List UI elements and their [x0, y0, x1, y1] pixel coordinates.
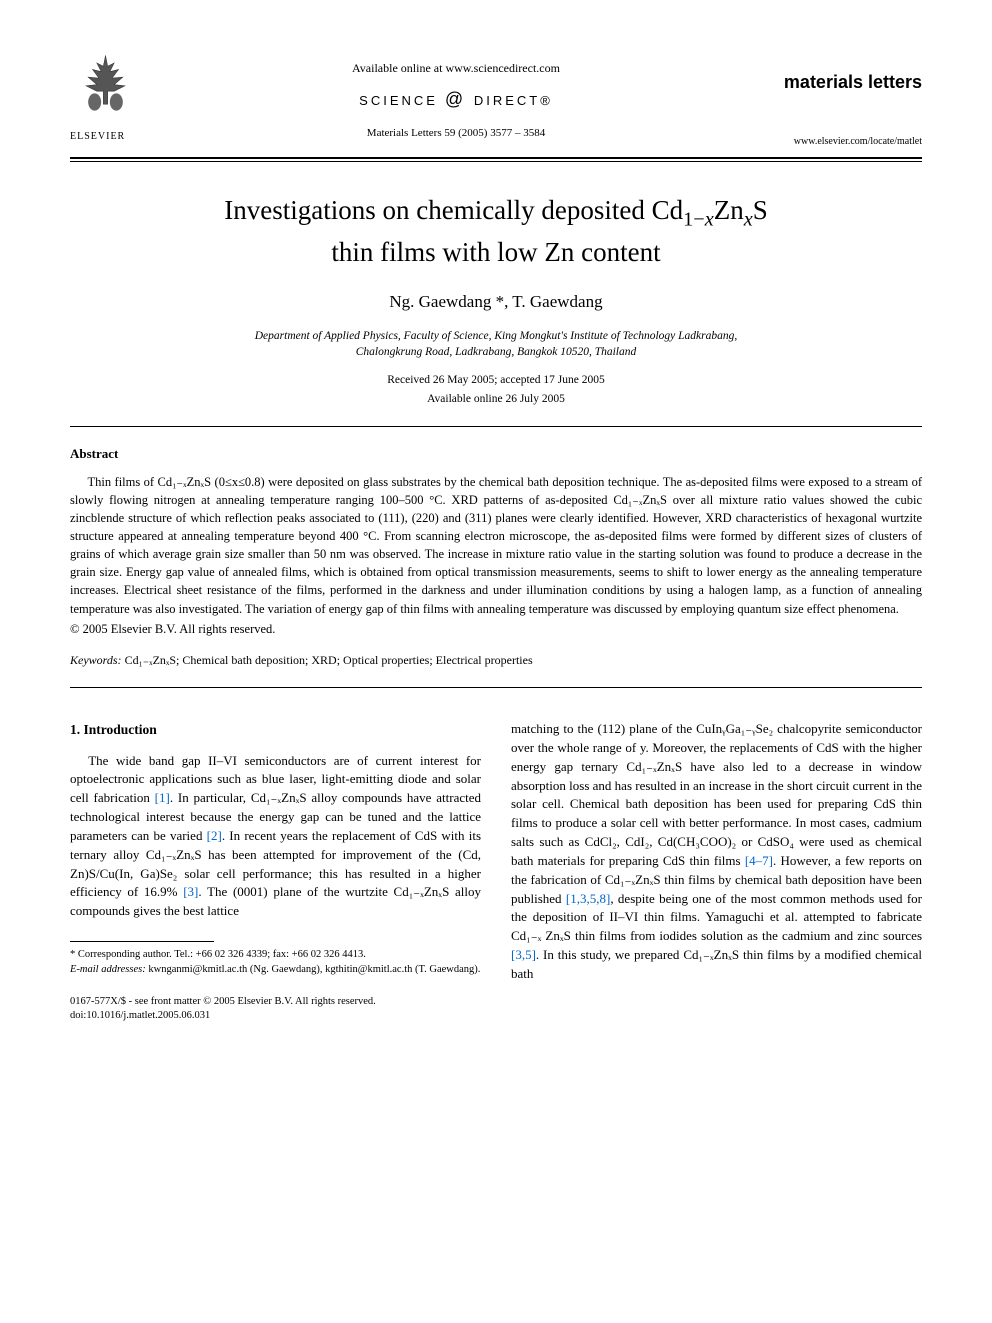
sciencedirect-logo: SCIENCE @ DIRECT®: [150, 87, 762, 112]
col1-para1: The wide band gap II–VI semiconductors a…: [70, 752, 481, 922]
keywords-text: Cd₁₋ₓZnₓS; Chemical bath deposition; XRD…: [122, 653, 533, 667]
abstract-text: Thin films of Cd₁₋ₓZnₓS (0≤x≤0.8) were d…: [70, 473, 922, 618]
sd-right: DIRECT®: [474, 93, 553, 108]
keywords: Keywords: Cd₁₋ₓZnₓS; Chemical bath depos…: [70, 652, 922, 669]
journal-reference: Materials Letters 59 (2005) 3577 – 3584: [150, 126, 762, 141]
affiliation-line1: Department of Applied Physics, Faculty o…: [255, 330, 738, 342]
publisher-logo: ELSEVIER: [70, 50, 150, 144]
footnote-email-label: E-mail addresses:: [70, 964, 146, 975]
title-suffix: S: [753, 195, 768, 225]
footnote-separator: [70, 941, 214, 942]
ref-1358[interactable]: [1,3,5,8]: [566, 891, 610, 906]
sd-at-icon: @: [445, 89, 474, 109]
title-x1: x: [705, 209, 714, 231]
header-center: Available online at www.sciencedirect.co…: [150, 50, 762, 141]
journal-name-box: materials letters www.elsevier.com/locat…: [762, 50, 922, 149]
column-left: 1. Introduction The wide band gap II–VI …: [70, 720, 481, 1023]
footnote-email-text: kwnganmi@kmitl.ac.th (Ng. Gaewdang), kgt…: [146, 964, 481, 975]
ref-3[interactable]: [3]: [183, 884, 198, 899]
affiliation: Department of Applied Physics, Faculty o…: [150, 328, 842, 360]
body-columns: 1. Introduction The wide band gap II–VI …: [70, 720, 922, 1023]
elsevier-tree-icon: [70, 50, 140, 130]
keywords-label: Keywords:: [70, 653, 122, 667]
page-footer-line1: 0167-577X/$ - see front matter © 2005 El…: [70, 994, 481, 1009]
col2-p1-d: . In this study, we prepared Cd₁₋ₓZnₓS t…: [511, 947, 922, 981]
publisher-name: ELSEVIER: [70, 130, 150, 144]
ref-4-7[interactable]: [4–7]: [745, 853, 773, 868]
footnote-email: E-mail addresses: kwnganmi@kmitl.ac.th (…: [70, 963, 481, 978]
abstract-heading: Abstract: [70, 445, 922, 463]
col2-p1-a: matching to the (112) plane of the CuInᵧ…: [511, 721, 922, 868]
ref-35[interactable]: [3,5]: [511, 947, 536, 962]
page-header: ELSEVIER Available online at www.science…: [70, 50, 922, 149]
title-x2: x: [744, 209, 753, 231]
date-online: Available online 26 July 2005: [70, 391, 922, 407]
title-line1-prefix: Investigations on chemically deposited C…: [224, 195, 683, 225]
authors: Ng. Gaewdang *, T. Gaewdang: [70, 290, 922, 314]
date-received: Received 26 May 2005; accepted 17 June 2…: [70, 372, 922, 388]
title-sub1: 1−: [683, 209, 705, 231]
abstract-bottom-rule: [70, 687, 922, 688]
ref-2[interactable]: [2]: [207, 828, 222, 843]
col2-para1: matching to the (112) plane of the CuInᵧ…: [511, 720, 922, 984]
journal-url: www.elsevier.com/locate/matlet: [762, 135, 922, 149]
abstract-copyright: © 2005 Elsevier B.V. All rights reserved…: [70, 621, 922, 639]
available-online-text: Available online at www.sciencedirect.co…: [150, 60, 762, 77]
title-line2: thin films with low Zn content: [331, 237, 660, 267]
footnote-corresponding: * Corresponding author. Tel.: +66 02 326…: [70, 948, 481, 963]
title-mid: Zn: [714, 195, 744, 225]
article-title: Investigations on chemically deposited C…: [130, 192, 862, 270]
header-rule-thin: [70, 161, 922, 162]
page-footer-line2: doi:10.1016/j.matlet.2005.06.031: [70, 1009, 481, 1024]
abstract-top-rule: [70, 426, 922, 427]
section-1-heading: 1. Introduction: [70, 720, 481, 740]
journal-name: materials letters: [762, 70, 922, 95]
header-rule-thick: [70, 157, 922, 159]
affiliation-line2: Chalongkrung Road, Ladkrabang, Bangkok 1…: [356, 346, 636, 358]
sd-left: SCIENCE: [359, 93, 438, 108]
column-right: matching to the (112) plane of the CuInᵧ…: [511, 720, 922, 1023]
ref-1[interactable]: [1]: [155, 790, 170, 805]
